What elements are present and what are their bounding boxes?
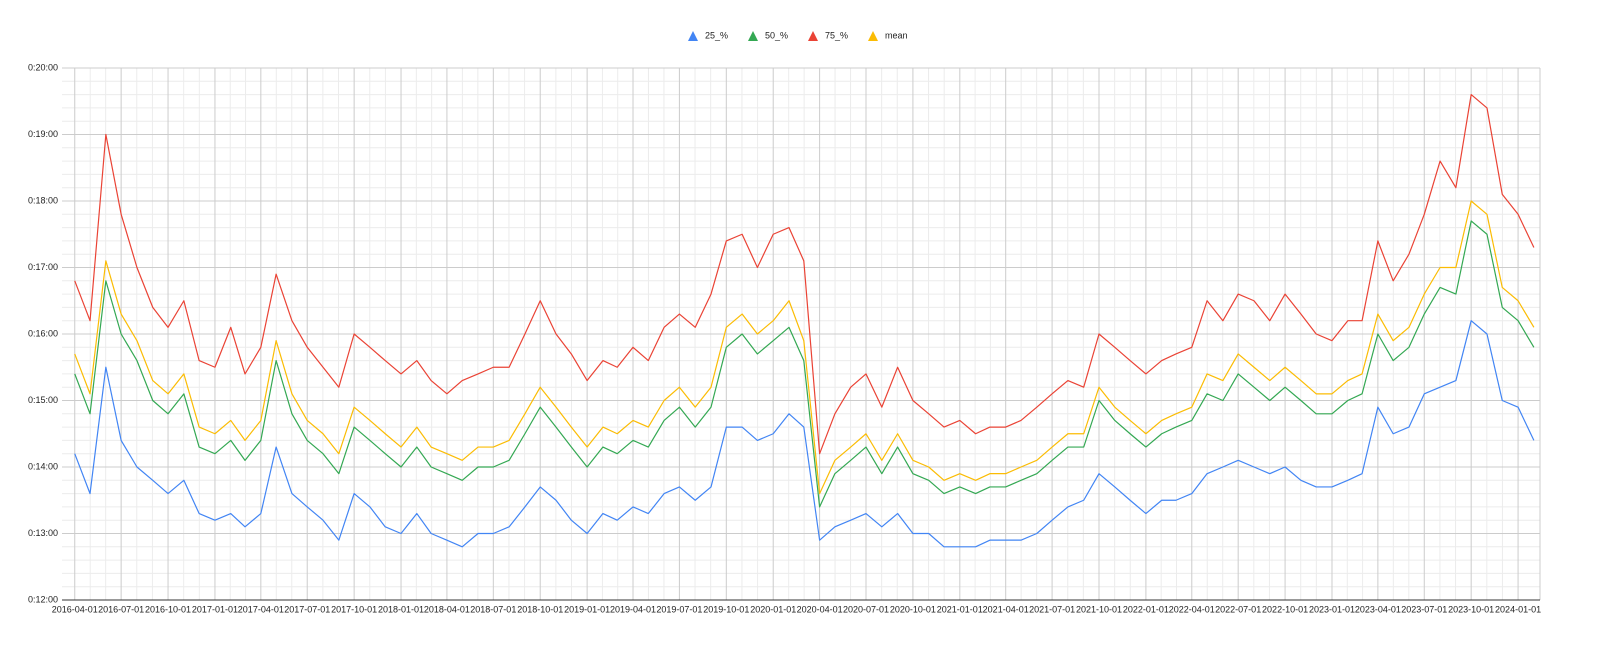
x-tick-label: 2016-07-01 — [98, 604, 144, 614]
x-tick-label: 2017-07-01 — [284, 604, 330, 614]
x-tick-label: 2021-04-01 — [983, 604, 1029, 614]
legend-label: 25_% — [705, 30, 728, 40]
axis-labels: 0:12:00 0:13:00 0:14:00 0:15:00 0:16:00 0:17:… — [28, 62, 1541, 614]
x-tick-label: 2022-07-01 — [1215, 604, 1261, 614]
series-line — [74, 200, 1535, 495]
legend-marker — [808, 31, 818, 41]
y-tick-label: 0:12:00 — [28, 594, 58, 604]
series-line — [74, 220, 1535, 508]
x-tick-label: 2022-04-01 — [1169, 604, 1215, 614]
x-tick-label: 2018-01-01 — [378, 604, 424, 614]
x-tick-label: 2020-01-01 — [750, 604, 796, 614]
x-tick-label: 2017-04-01 — [238, 604, 284, 614]
x-tick-label: 2017-10-01 — [331, 604, 377, 614]
legend-marker — [748, 31, 758, 41]
x-tick-label: 2020-04-01 — [797, 604, 843, 614]
x-tick-label: 2023-07-01 — [1401, 604, 1447, 614]
x-tick-label: 2019-07-01 — [656, 604, 702, 614]
legend-marker — [688, 31, 698, 41]
y-tick-label: 0:19:00 — [28, 129, 58, 139]
series-line — [74, 94, 1535, 455]
x-tick-label: 2020-10-01 — [890, 604, 936, 614]
x-tick-label: 2018-04-01 — [424, 604, 470, 614]
legend-marker — [868, 31, 878, 41]
x-tick-label: 2023-04-01 — [1355, 604, 1401, 614]
legend-label: mean — [885, 30, 908, 40]
x-tick-label: 2018-10-01 — [517, 604, 563, 614]
x-tick-label: 2021-10-01 — [1076, 604, 1122, 614]
x-tick-label: 2019-04-01 — [610, 604, 656, 614]
x-tick-label: 2022-01-01 — [1123, 604, 1169, 614]
x-tick-label: 2023-10-01 — [1448, 604, 1494, 614]
x-tick-label: 2016-04-01 — [52, 604, 98, 614]
x-tick-label: 2018-07-01 — [470, 604, 516, 614]
y-tick-label: 0:14:00 — [28, 461, 58, 471]
y-tick-label: 0:16:00 — [28, 328, 58, 338]
series-line — [74, 320, 1535, 548]
x-tick-label: 2024-01-01 — [1495, 604, 1541, 614]
x-tick-label: 2021-07-01 — [1029, 604, 1075, 614]
grid — [62, 67, 1541, 601]
y-tick-label: 0:17:00 — [28, 262, 58, 272]
x-tick-label: 2017-01-01 — [192, 604, 238, 614]
plot-lines — [74, 94, 1535, 548]
x-tick-label: 2019-10-01 — [703, 604, 749, 614]
x-tick-label: 2020-07-01 — [843, 604, 889, 614]
y-tick-label: 0:15:00 — [28, 395, 58, 405]
x-tick-label: 2023-01-01 — [1309, 604, 1355, 614]
y-tick-label: 0:13:00 — [28, 528, 58, 538]
x-tick-label: 2022-10-01 — [1262, 604, 1308, 614]
legend-label: 75_% — [825, 30, 848, 40]
x-tick-label: 2016-10-01 — [145, 604, 191, 614]
x-tick-label: 2019-01-01 — [564, 604, 610, 614]
y-tick-label: 0:20:00 — [28, 62, 58, 72]
legend-label: 50_% — [765, 30, 788, 40]
y-tick-label: 0:18:00 — [28, 195, 58, 205]
legend: 25_% 50_% 75_% mean — [688, 30, 908, 41]
x-tick-label: 2021-01-01 — [937, 604, 983, 614]
